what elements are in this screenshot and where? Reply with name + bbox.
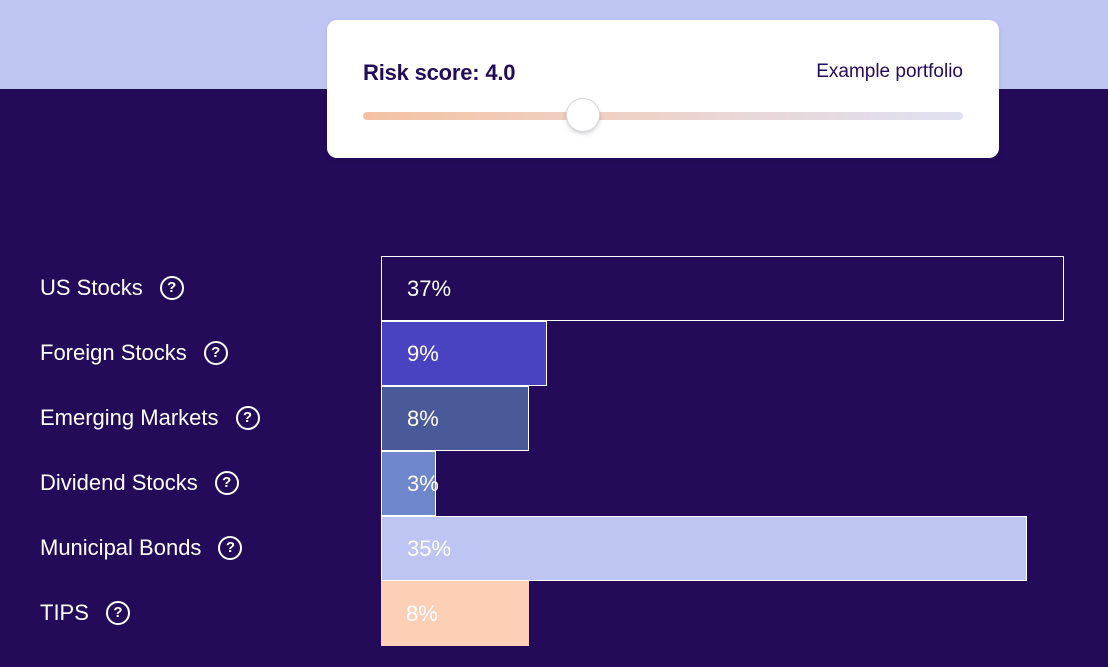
allocation-label-foreign-stocks: Foreign Stocks: [40, 339, 187, 365]
allocation-row: TIPS ? 8%: [0, 581, 1108, 646]
allocation-bar-municipal-bonds: 35%: [381, 516, 1027, 581]
allocation-row: Municipal Bonds ? 35%: [0, 516, 1108, 581]
allocation-value: 35%: [407, 535, 452, 561]
help-icon[interactable]: ?: [105, 600, 130, 625]
allocation-value: 8%: [407, 405, 439, 431]
allocation-row: Emerging Markets ? 8%: [0, 386, 1108, 451]
help-icon[interactable]: ?: [159, 275, 184, 300]
allocation-value: 9%: [407, 340, 439, 366]
help-icon[interactable]: ?: [218, 535, 243, 560]
allocation-label-tips: TIPS: [40, 599, 89, 625]
slider-handle[interactable]: [566, 98, 600, 132]
help-icon[interactable]: ?: [235, 405, 260, 430]
allocation-bar-tips: 8%: [381, 581, 529, 646]
allocation-value: 37%: [407, 275, 452, 301]
allocation-row: Dividend Stocks ? 3%: [0, 451, 1108, 516]
allocation-bar-emerging-markets: 8%: [381, 386, 529, 451]
allocation-row: US Stocks ? 37%: [0, 256, 1108, 321]
allocation-value: 3%: [407, 470, 439, 496]
allocation-value: 8%: [406, 600, 438, 626]
allocation-label-us-stocks: US Stocks: [40, 274, 143, 300]
allocation-bar-us-stocks: 37%: [381, 256, 1064, 321]
allocation-label-emerging-markets: Emerging Markets: [40, 404, 219, 430]
risk-score-card: Risk score: 4.0 Example portfolio: [327, 20, 999, 158]
allocation-bar-foreign-stocks: 9%: [381, 321, 547, 386]
allocation-chart: US Stocks ? 37% Foreign Stocks ? 9% Emer…: [0, 256, 1108, 646]
risk-score-slider[interactable]: [363, 98, 963, 132]
allocation-row: Foreign Stocks ? 9%: [0, 321, 1108, 386]
risk-score-title: Risk score: 4.0: [363, 60, 516, 85]
help-icon[interactable]: ?: [203, 340, 228, 365]
help-icon[interactable]: ?: [214, 470, 239, 495]
allocation-label-municipal-bonds: Municipal Bonds: [40, 534, 202, 560]
example-portfolio-label: Example portfolio: [816, 61, 963, 82]
allocation-label-dividend-stocks: Dividend Stocks: [40, 469, 198, 495]
allocation-bar-dividend-stocks: 3%: [381, 451, 439, 516]
